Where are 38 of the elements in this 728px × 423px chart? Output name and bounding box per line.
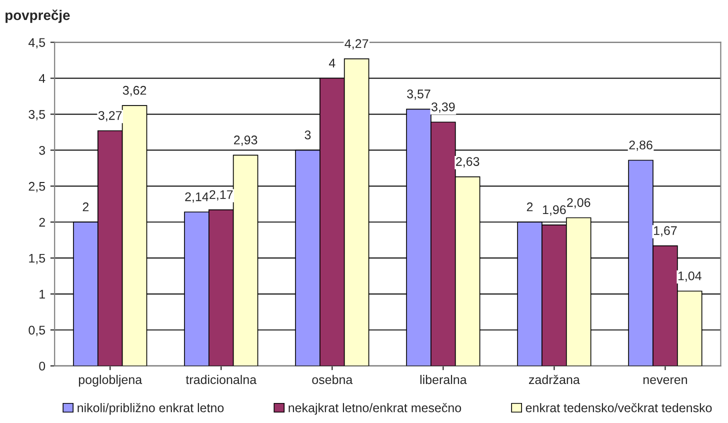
- data-label: 3: [304, 130, 311, 140]
- y-tick-label: 1: [40, 290, 45, 299]
- y-tick-label: 3,5: [28, 110, 46, 120]
- data-label: 2,14: [185, 192, 209, 203]
- y-tick-label: 2: [39, 218, 45, 227]
- y-tick-label: 2,5: [28, 182, 46, 192]
- data-label: 3,39: [431, 102, 455, 113]
- data-label: 3,57: [407, 90, 430, 100]
- y-tick-label: 4,5: [28, 38, 46, 48]
- y-tick-label: 4: [38, 74, 46, 83]
- x-tick-label: poglobljena: [78, 374, 142, 387]
- data-label: 1,96: [542, 205, 566, 216]
- data-label: 2: [82, 202, 89, 212]
- data-label: 2,86: [629, 140, 652, 151]
- x-tick-label: neveren: [643, 377, 687, 384]
- x-tick-label: zadržana: [528, 374, 580, 384]
- data-label: 1,67: [654, 226, 677, 236]
- data-label: 3,27: [98, 111, 122, 122]
- legend-label: nekajkrat letno/enkrat mesečno: [288, 403, 462, 415]
- y-tick-label: 1,5: [29, 254, 46, 264]
- x-tick-label: tradicionalna: [186, 374, 257, 384]
- data-label: 2,17: [210, 190, 233, 201]
- y-tick-label: 3: [39, 146, 46, 155]
- data-label: 4,27: [344, 39, 368, 50]
- legend-label: nikoli/približno enkrat letno: [78, 403, 224, 415]
- data-label: 2: [526, 202, 533, 212]
- data-label: 1,04: [678, 271, 702, 282]
- y-tick-label: 0,5: [28, 326, 46, 336]
- data-label: 2,93: [234, 136, 258, 146]
- data-label: 3,62: [122, 86, 146, 96]
- data-label: 2,06: [567, 198, 590, 208]
- legend-label: enkrat tedensko/večkrat tedensko: [526, 403, 712, 412]
- x-tick-label: liberalna: [420, 374, 467, 384]
- x-tick-label: osebna: [312, 374, 353, 384]
- data-label: 2,63: [456, 157, 480, 168]
- y-axis-title: povprečje: [6, 10, 70, 23]
- y-tick-label: 0: [39, 362, 46, 371]
- data-label: 4: [328, 58, 336, 68]
